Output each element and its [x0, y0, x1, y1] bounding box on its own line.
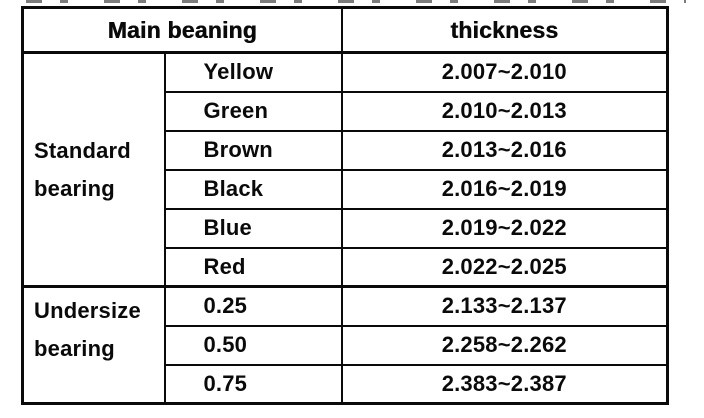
thickness-cell: 2.383~2.387	[340, 363, 669, 405]
table-row: Black 2.016~2.019	[23, 168, 669, 210]
table-row: Blue 2.019~2.022	[23, 207, 669, 249]
table-row: Undersize bearing 0.25 2.133~2.137	[21, 285, 669, 405]
grade-cell: Brown	[163, 129, 343, 171]
grade-cell: 0.25	[163, 285, 343, 327]
header-thickness: thickness	[340, 6, 669, 54]
header-main-bearing: Main beaning	[21, 6, 343, 54]
grade-cell: 0.75	[163, 363, 343, 405]
table-row: Red 2.022~2.025	[23, 246, 669, 288]
header-row: Main beaning thickness	[21, 6, 669, 54]
thickness-cell: 2.258~2.262	[340, 324, 669, 366]
thickness-cell: 2.013~2.016	[340, 129, 669, 171]
main-bearing-thickness-table: Main beaning thickness Standard bearing …	[21, 6, 670, 405]
group-label-line: bearing	[34, 175, 115, 201]
thickness-cell: 2.022~2.025	[340, 246, 669, 288]
grade-cell: Yellow	[163, 51, 343, 93]
group-label-line: Standard	[34, 137, 131, 163]
thickness-cell: 2.019~2.022	[340, 207, 669, 249]
group-label-standard-bearing: Standard bearing	[21, 51, 166, 288]
grade-cell: Black	[163, 168, 343, 210]
grade-cell: Blue	[163, 207, 343, 249]
table-row: 0.75 2.383~2.387	[23, 363, 669, 405]
thickness-cell: 2.007~2.010	[340, 51, 669, 93]
table-row: Green 2.010~2.013	[23, 90, 669, 132]
grade-cell: Red	[163, 246, 343, 288]
grade-cell: 0.50	[163, 324, 343, 366]
thickness-cell: 2.016~2.019	[340, 168, 669, 210]
grade-cell: Green	[163, 90, 343, 132]
table-row: 0.50 2.258~2.262	[23, 324, 669, 366]
thickness-cell: 2.133~2.137	[340, 285, 669, 327]
group-label-line: Undersize	[34, 298, 141, 323]
table-row: Brown 2.013~2.016	[23, 129, 669, 171]
thickness-cell: 2.010~2.013	[340, 90, 669, 132]
table-row: Standard bearing Yellow 2.007~2.010	[21, 51, 669, 288]
group-label-undersize-bearing: Undersize bearing	[21, 285, 166, 405]
group-label-line: bearing	[34, 336, 115, 361]
